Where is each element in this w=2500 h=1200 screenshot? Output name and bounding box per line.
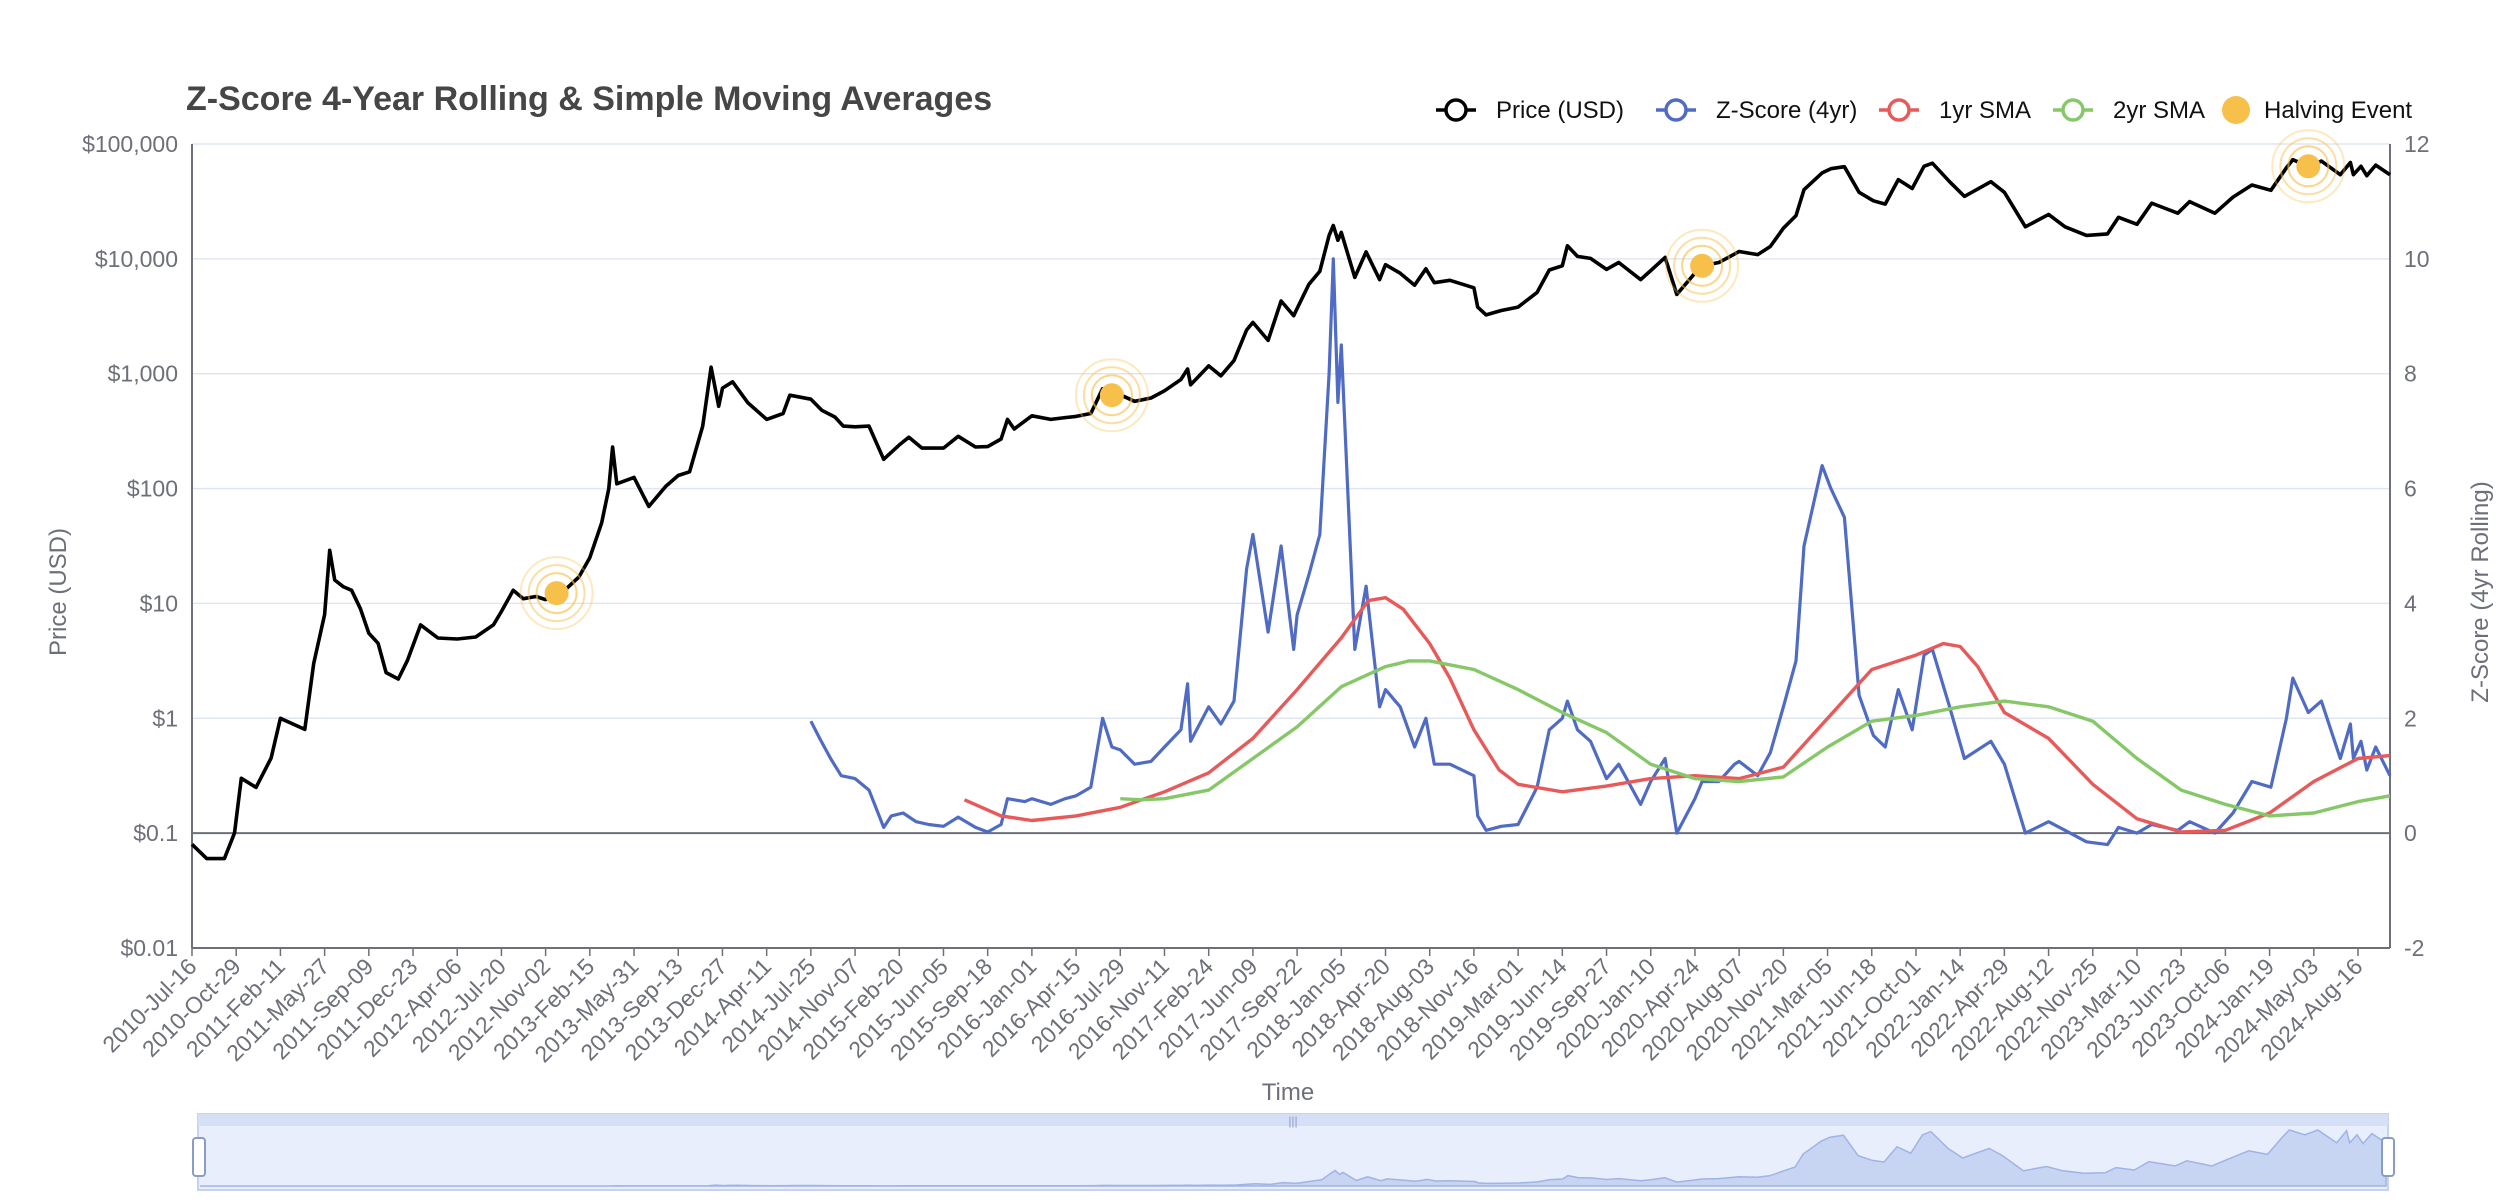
y-left-tick-label: $100,000	[82, 131, 178, 157]
zscore-line	[809, 257, 2392, 847]
chart-title: Z-Score 4-Year Rolling & Simple Moving A…	[186, 80, 992, 118]
zoom-slider-right-handle[interactable]	[2381, 1137, 2395, 1177]
y-axis-left-label: Price (USD)	[45, 528, 72, 656]
y-left-tick-label: $100	[127, 476, 178, 502]
price-line	[190, 157, 2392, 861]
halving-ripple	[1090, 374, 1133, 417]
y-left-tick-label: $10,000	[95, 246, 178, 272]
legend-symbol	[1887, 98, 1911, 122]
zoom-slider-handle-top[interactable]	[198, 1114, 2388, 1126]
halving-ripple	[1681, 244, 1724, 287]
halving-event-marker[interactable]	[1074, 358, 1149, 433]
series-layer	[190, 157, 2392, 861]
sma-1yr-line	[963, 596, 2391, 834]
y-left-tick-label: $1	[152, 705, 178, 731]
y-right-tick-label: -2	[2404, 935, 2424, 961]
y-axis-right-label: Z-Score (4yr Rolling)	[2467, 481, 2494, 702]
y-right-tick-label: 6	[2404, 476, 2417, 502]
halving-ripple	[535, 572, 578, 615]
legend-label: 1yr SMA	[1939, 97, 2031, 124]
sma-2yr-line	[1120, 659, 2391, 818]
halving-event-marker[interactable]	[2271, 129, 2346, 204]
legend-sma-1yr[interactable]: 1yr SMA	[1879, 97, 2031, 124]
legend-symbol	[1444, 98, 1468, 122]
y-right-tick-label: 2	[2404, 705, 2417, 731]
halving-ripple	[1673, 236, 1732, 295]
halving-layer	[519, 129, 2346, 631]
legend-symbol	[2061, 98, 2085, 122]
legend-label: 2yr SMA	[2113, 97, 2205, 124]
y-right-tick-label: 0	[2404, 820, 2417, 846]
axis-layer: $0.01 $0.1 $1 $10 $100 $1,000 $10,000 $100,000 -…	[82, 131, 2430, 1067]
halving-dot[interactable]	[1690, 253, 1715, 278]
x-axis-label: Time	[1262, 1079, 1314, 1106]
halving-ripple	[2271, 129, 2346, 204]
halving-ripple	[519, 556, 594, 631]
halving-event-marker[interactable]	[519, 556, 594, 631]
y-right-tick-label: 10	[2404, 246, 2430, 272]
y-right-tick-label: 12	[2404, 131, 2430, 157]
y-right-tick-label: 4	[2404, 590, 2417, 616]
zoom-slider-preview	[200, 1129, 2387, 1187]
halving-dot[interactable]	[544, 581, 569, 606]
legend-price[interactable]: Price (USD)	[1436, 97, 1624, 124]
legend-symbol	[2222, 96, 2250, 124]
halving-ripple	[527, 564, 586, 623]
y-left-tick-label: $1,000	[108, 361, 178, 387]
y-right-tick-label: 8	[2404, 361, 2417, 387]
halving-ripple	[1082, 366, 1141, 425]
legend-label: Halving Event	[2264, 97, 2412, 124]
halving-ripple	[2287, 145, 2330, 188]
legend-label: Price (USD)	[1496, 97, 1624, 124]
legend-sma-2yr[interactable]: 2yr SMA	[2053, 97, 2205, 124]
halving-ripple	[2279, 137, 2338, 196]
y-left-tick-label: $0.1	[133, 820, 178, 846]
legend-symbol	[1664, 98, 1688, 122]
zoom-slider[interactable]: |||	[192, 1113, 2395, 1191]
halving-ripple	[1665, 228, 1740, 303]
legend-zscore[interactable]: Z-Score (4yr)	[1656, 97, 1857, 124]
halving-event-marker[interactable]	[1665, 228, 1740, 303]
y-left-tick-label: $10	[140, 590, 178, 616]
zoom-slider-grip-icon[interactable]: |||	[1288, 1114, 1297, 1128]
y-left-tick-label: $0.01	[120, 935, 178, 961]
legend-halving[interactable]: Halving Event	[2222, 96, 2412, 124]
zoom-slider-left-handle[interactable]	[192, 1137, 206, 1177]
halving-dot[interactable]	[1099, 383, 1124, 408]
legend[interactable]: Price (USD) Z-Score (4yr) 1yr SMA 2yr SMA Ha…	[1436, 96, 2412, 124]
halving-dot[interactable]	[2296, 154, 2321, 179]
halving-ripple	[1074, 358, 1149, 433]
legend-label: Z-Score (4yr)	[1716, 97, 1857, 124]
